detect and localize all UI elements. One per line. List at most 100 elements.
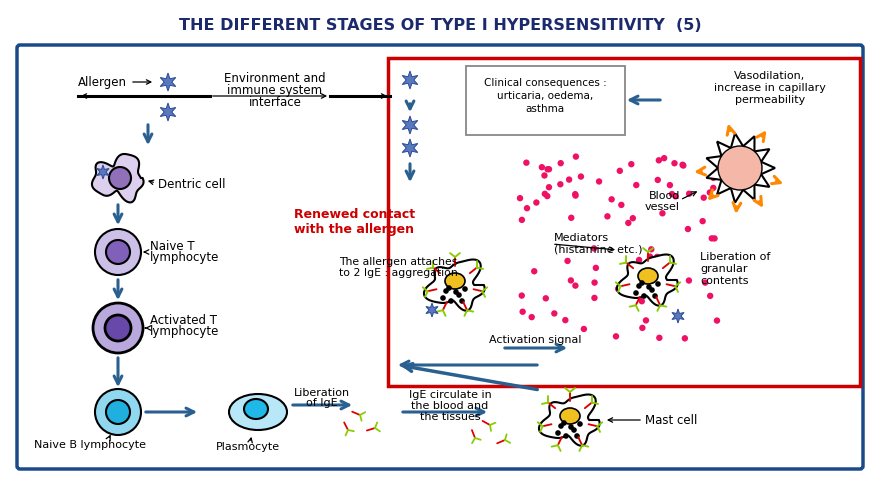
Circle shape	[591, 295, 598, 301]
Circle shape	[524, 205, 531, 211]
Circle shape	[518, 292, 525, 299]
Circle shape	[686, 191, 693, 197]
Circle shape	[649, 287, 655, 293]
Text: Plasmocyte: Plasmocyte	[216, 442, 280, 452]
Text: asthma: asthma	[525, 104, 565, 114]
Circle shape	[440, 295, 446, 301]
Circle shape	[708, 235, 715, 241]
Circle shape	[555, 430, 561, 436]
Circle shape	[444, 288, 449, 294]
Polygon shape	[539, 395, 599, 445]
Circle shape	[106, 400, 130, 424]
Text: urticaria, oedema,: urticaria, oedema,	[497, 91, 593, 101]
Circle shape	[561, 420, 567, 426]
Circle shape	[646, 284, 652, 290]
Circle shape	[573, 153, 579, 160]
Circle shape	[578, 173, 584, 180]
Circle shape	[617, 168, 623, 174]
Circle shape	[634, 290, 639, 296]
Text: Vasodilation,: Vasodilation,	[735, 71, 805, 81]
Circle shape	[544, 193, 551, 199]
Text: interface: interface	[248, 95, 302, 109]
Text: the blood and: the blood and	[411, 401, 488, 411]
Circle shape	[591, 279, 598, 286]
Circle shape	[629, 285, 635, 292]
Circle shape	[700, 194, 707, 201]
Text: Liberation: Liberation	[294, 388, 350, 398]
Circle shape	[652, 293, 657, 299]
Circle shape	[608, 196, 615, 203]
Circle shape	[710, 185, 716, 191]
Circle shape	[628, 161, 634, 167]
Circle shape	[667, 182, 673, 188]
Ellipse shape	[560, 408, 580, 424]
Circle shape	[592, 265, 599, 271]
Text: the tissues: the tissues	[420, 412, 480, 422]
Text: vessel: vessel	[645, 202, 680, 212]
Circle shape	[456, 292, 462, 298]
Polygon shape	[424, 260, 485, 311]
Circle shape	[679, 161, 686, 168]
Circle shape	[618, 202, 625, 208]
Circle shape	[542, 191, 548, 197]
Circle shape	[669, 191, 675, 197]
Text: of IgE: of IgE	[306, 398, 338, 408]
Circle shape	[558, 423, 564, 429]
Text: lymphocyte: lymphocyte	[150, 251, 219, 264]
Polygon shape	[92, 154, 143, 203]
Circle shape	[448, 298, 454, 304]
Circle shape	[655, 177, 661, 183]
Circle shape	[656, 335, 663, 341]
Circle shape	[661, 155, 667, 161]
Polygon shape	[402, 116, 418, 134]
Circle shape	[636, 257, 642, 263]
Text: The allergen attaches: The allergen attaches	[339, 257, 458, 267]
FancyBboxPatch shape	[388, 58, 860, 386]
Circle shape	[633, 182, 640, 188]
Polygon shape	[97, 165, 109, 179]
Circle shape	[577, 421, 583, 427]
Circle shape	[517, 195, 524, 201]
Text: Naive T: Naive T	[150, 240, 194, 252]
Circle shape	[605, 213, 611, 219]
Circle shape	[105, 315, 131, 341]
Text: Clinical consequences :: Clinical consequences :	[484, 78, 606, 88]
Circle shape	[557, 181, 563, 187]
Circle shape	[563, 433, 568, 439]
Circle shape	[700, 218, 706, 224]
Circle shape	[446, 285, 451, 291]
Circle shape	[106, 240, 130, 264]
Text: Liberation of: Liberation of	[700, 252, 770, 262]
Text: contents: contents	[700, 276, 749, 286]
Circle shape	[702, 279, 708, 286]
Polygon shape	[707, 133, 775, 203]
Ellipse shape	[445, 273, 465, 289]
Text: Allergen: Allergen	[78, 76, 127, 89]
Circle shape	[596, 178, 602, 185]
Circle shape	[109, 167, 131, 189]
Text: THE DIFFERENT STAGES OF TYPE I HYPERSENSITIVITY  (5): THE DIFFERENT STAGES OF TYPE I HYPERSENS…	[179, 18, 701, 33]
FancyBboxPatch shape	[17, 45, 863, 469]
Circle shape	[546, 184, 552, 191]
Circle shape	[462, 286, 468, 292]
Text: to 2 IgE : aggregation: to 2 IgE : aggregation	[339, 268, 458, 278]
Circle shape	[625, 220, 632, 226]
Circle shape	[656, 281, 661, 287]
Circle shape	[659, 210, 665, 217]
Circle shape	[671, 160, 678, 166]
Circle shape	[639, 325, 646, 331]
Circle shape	[564, 258, 571, 264]
Circle shape	[566, 176, 572, 183]
Circle shape	[518, 217, 525, 223]
Text: Mast cell: Mast cell	[645, 413, 697, 426]
Polygon shape	[402, 139, 418, 157]
Ellipse shape	[229, 394, 287, 430]
Text: Activated T: Activated T	[150, 313, 217, 327]
Text: (histamine etc.): (histamine etc.)	[554, 244, 642, 254]
Circle shape	[519, 308, 526, 315]
Circle shape	[636, 283, 642, 289]
Polygon shape	[617, 254, 678, 306]
Text: with the allergen: with the allergen	[294, 223, 414, 236]
Circle shape	[639, 280, 645, 286]
Circle shape	[714, 318, 720, 324]
